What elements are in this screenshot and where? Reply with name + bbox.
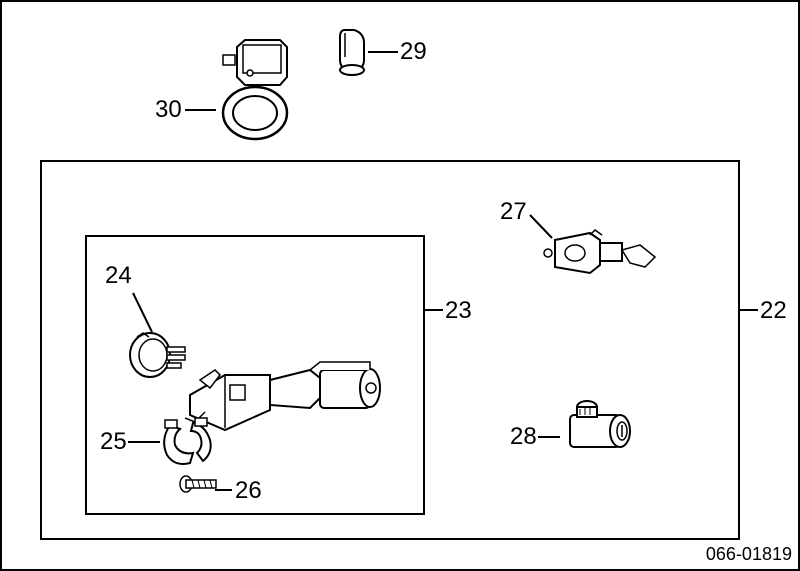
callout-27: 27 <box>500 198 527 226</box>
diagram-part-number: 066-01819 <box>706 544 792 565</box>
part-26-screw <box>178 470 228 498</box>
callout-29: 29 <box>400 38 427 66</box>
part-28-cylinder <box>560 395 650 465</box>
callout-26: 26 <box>235 477 262 505</box>
callout-22: 22 <box>760 297 787 325</box>
part-30-sensor <box>215 35 310 145</box>
callout-25: 25 <box>100 428 127 456</box>
callout-28: 28 <box>510 423 537 451</box>
part-29-knob <box>330 25 375 80</box>
callout-24: 24 <box>105 262 132 290</box>
callout-30: 30 <box>155 96 182 124</box>
part-25-clamp <box>155 415 225 475</box>
part-27-door-lock <box>540 225 670 285</box>
callout-23: 23 <box>445 297 472 325</box>
